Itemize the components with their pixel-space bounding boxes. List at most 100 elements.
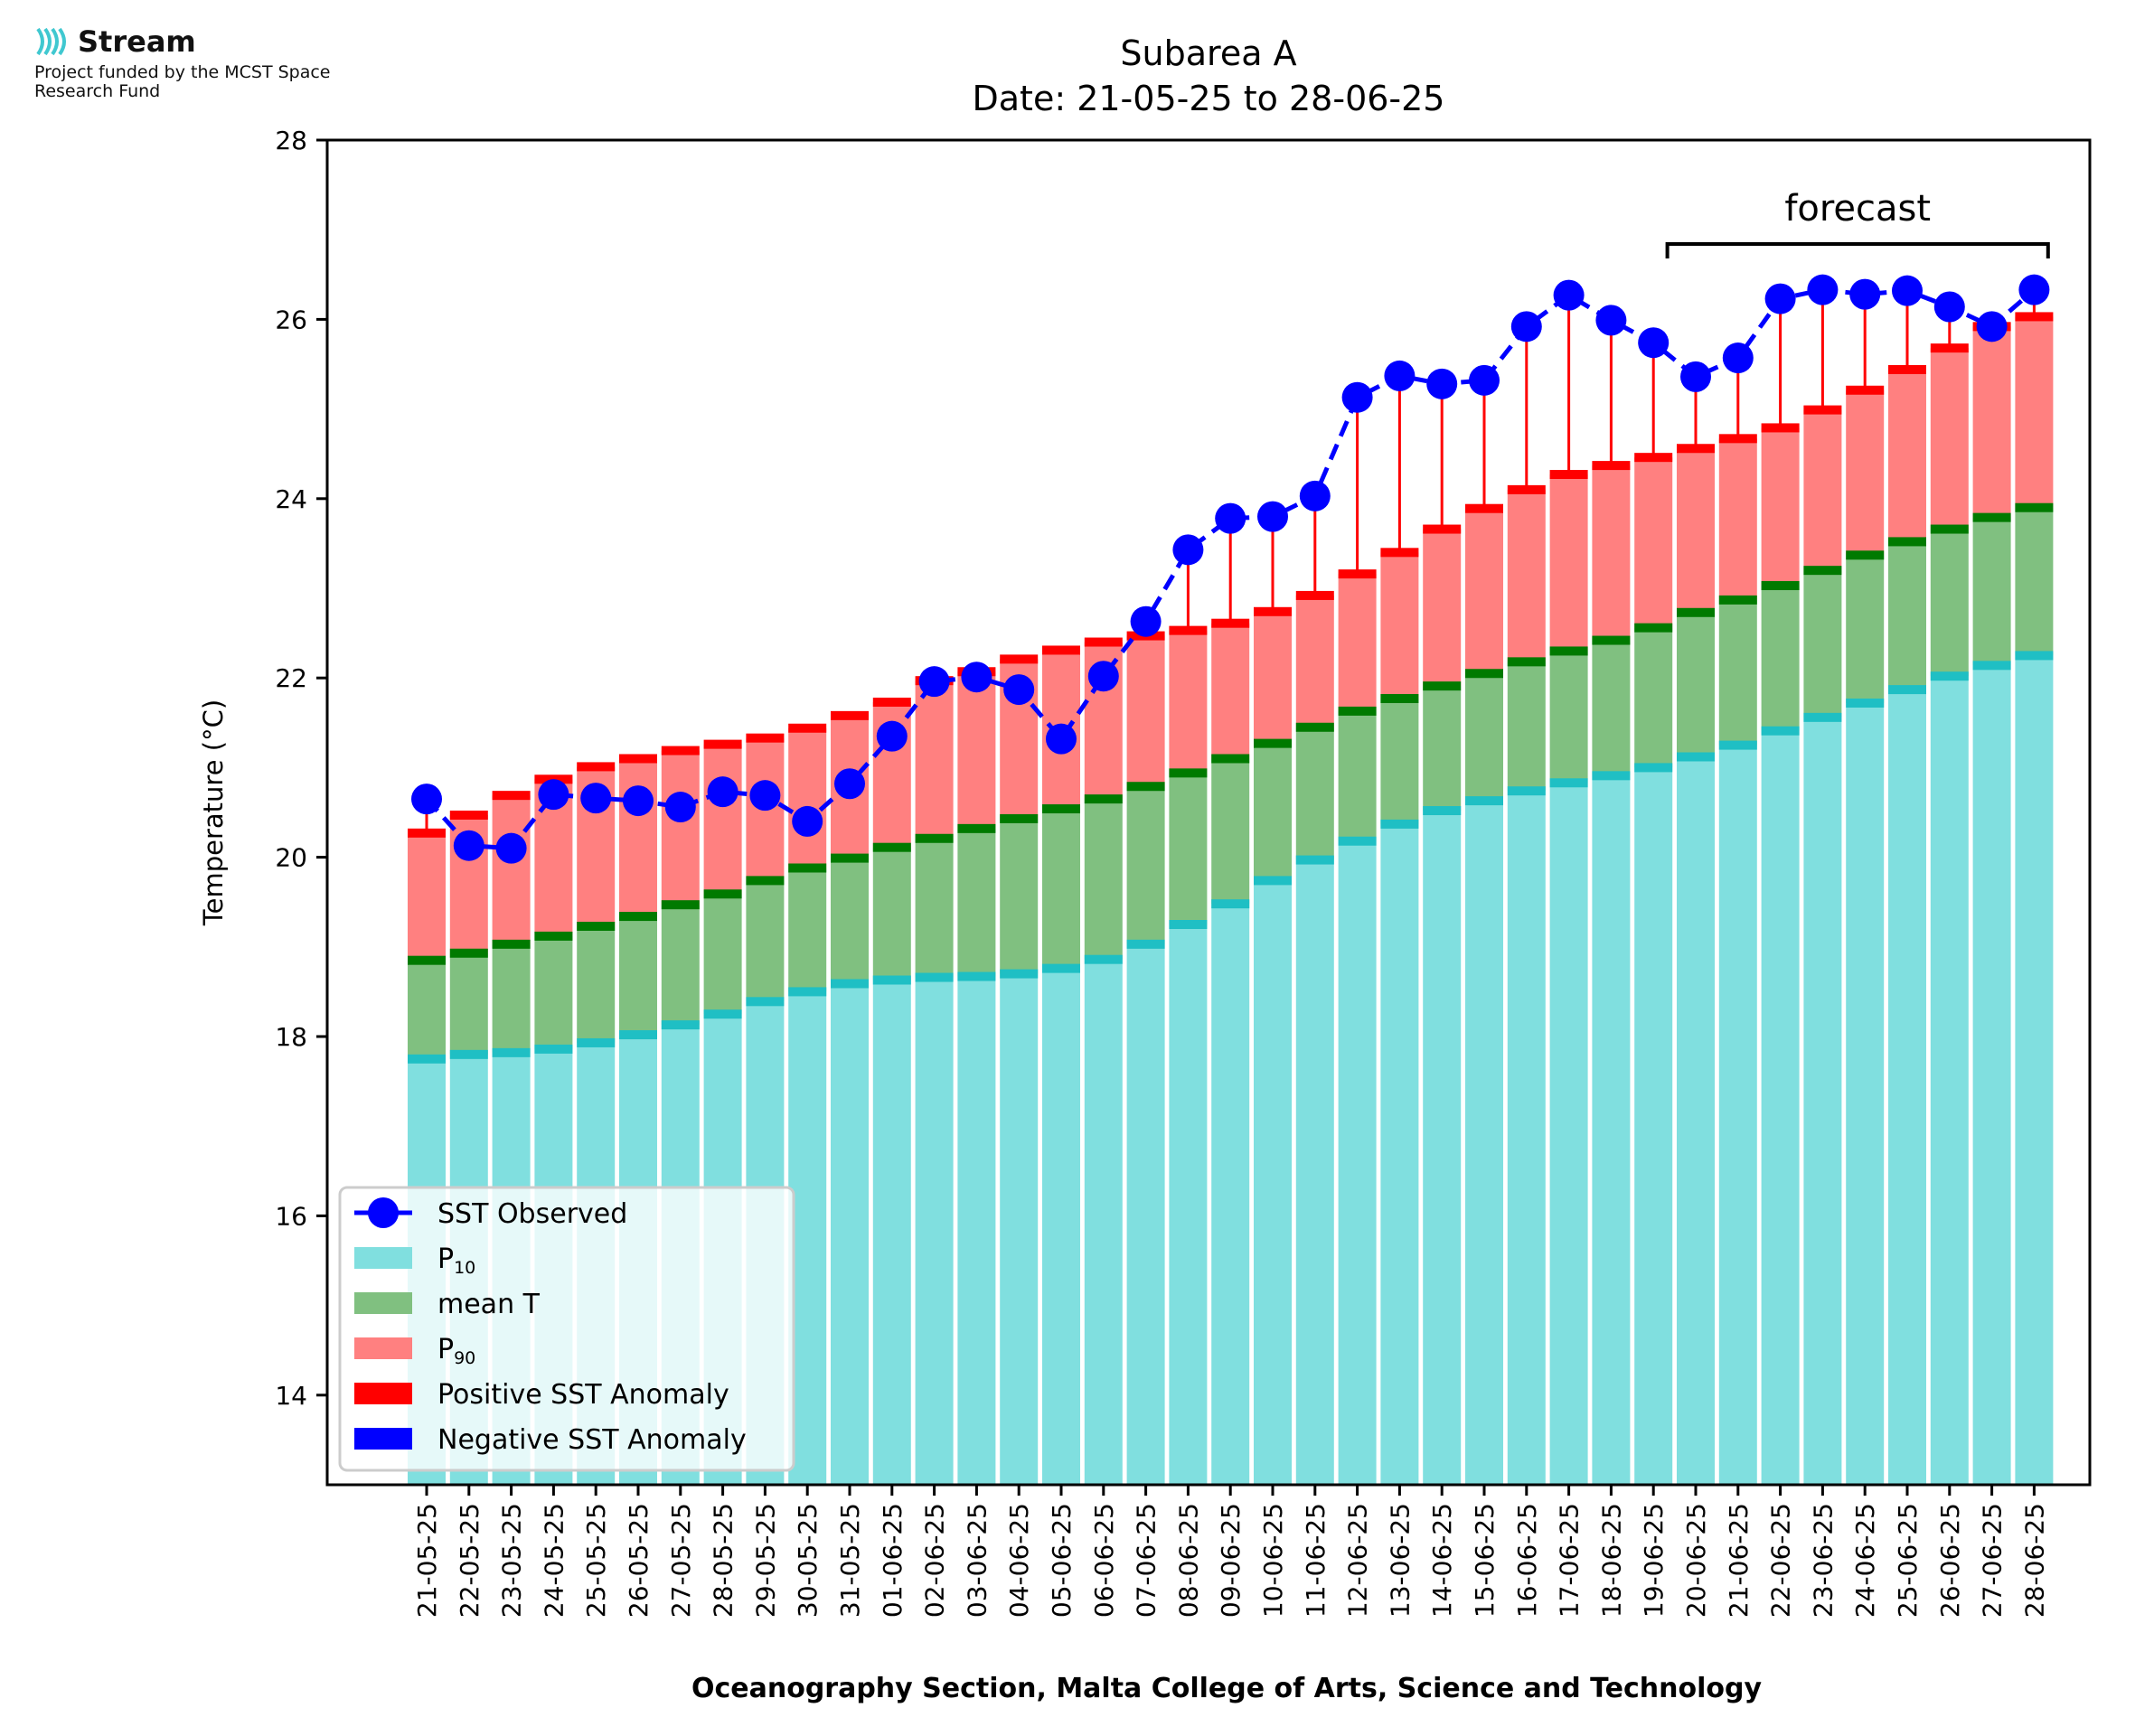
mean-bar	[957, 828, 996, 977]
p90-bar	[703, 744, 742, 895]
p90-cap	[788, 723, 827, 733]
mean-cap	[1930, 524, 1969, 534]
mean-bar	[534, 935, 573, 1049]
p10-cap	[831, 979, 869, 989]
p10-bar	[1972, 665, 2011, 1485]
sst-observed-point	[834, 768, 865, 800]
p90-bar	[2015, 316, 2054, 508]
p10-bar	[1084, 959, 1123, 1485]
sst-observed-point	[623, 785, 654, 817]
p10-bar	[1507, 791, 1546, 1485]
mean-cap	[1972, 512, 2011, 522]
p90-bar	[1423, 529, 1462, 687]
mean-bar	[1423, 686, 1462, 812]
p10-cap	[619, 1030, 657, 1040]
x-tick-label: 29-05-25	[750, 1503, 780, 1618]
p10-cap	[1507, 786, 1546, 796]
legend-swatch	[354, 1383, 412, 1404]
p90-cap	[746, 733, 785, 743]
sst-observed-point	[664, 792, 696, 823]
p10-bar	[1846, 702, 1885, 1485]
mean-cap	[1211, 754, 1250, 764]
sst-observed-point	[1976, 311, 2008, 343]
mean-cap	[1677, 607, 1715, 617]
mean-cap	[1295, 722, 1334, 732]
sst-observed-point	[1299, 480, 1331, 511]
mean-cap	[788, 863, 827, 873]
p90-cap	[703, 739, 742, 749]
forecast-label: forecast	[1784, 188, 1931, 230]
p10-cap	[449, 1049, 488, 1059]
p90-bar	[1507, 489, 1546, 662]
sst-observed-point	[1764, 283, 1796, 314]
sst-observed-point	[1130, 605, 1162, 637]
sst-observed-point	[1595, 305, 1627, 336]
mean-cap	[1761, 581, 1800, 591]
x-tick-label: 25-06-25	[1893, 1503, 1923, 1618]
p90-bar	[1761, 427, 1800, 586]
sst-observed-point	[792, 805, 823, 837]
legend-label-subscript: 90	[454, 1348, 475, 1368]
mean-bar	[1465, 673, 1503, 802]
p10-bar	[1000, 973, 1039, 1485]
x-tick-label: 21-06-25	[1724, 1503, 1754, 1618]
x-tick-label: 30-05-25	[793, 1503, 823, 1618]
p90-cap	[872, 697, 911, 707]
p90-cap	[1000, 654, 1039, 664]
mean-cap	[957, 823, 996, 833]
sst-observed-point	[1849, 278, 1881, 310]
mean-bar	[661, 905, 700, 1026]
p10-cap	[492, 1047, 531, 1057]
mean-bar	[1846, 555, 1885, 703]
x-tick-label: 28-05-25	[709, 1503, 738, 1618]
p10-bar	[1549, 783, 1588, 1485]
p90-bar	[788, 727, 827, 868]
mean-cap	[1423, 681, 1462, 691]
mean-bar	[915, 838, 954, 978]
p90-bar	[492, 795, 531, 944]
p10-bar	[1634, 767, 1673, 1485]
p10-cap	[872, 975, 911, 985]
x-tick-label: 27-05-25	[666, 1503, 696, 1618]
p10-bar	[1042, 968, 1080, 1485]
x-tick-label: 03-06-25	[962, 1503, 992, 1618]
p90-bar	[1677, 448, 1715, 613]
p10-cap	[1972, 661, 2011, 671]
mean-bar	[1972, 517, 2011, 666]
x-tick-label: 11-06-25	[1301, 1503, 1331, 1618]
p90-bar	[1338, 574, 1377, 711]
sst-observed-point	[1469, 364, 1500, 396]
legend-swatch	[354, 1247, 412, 1269]
y-axis: 14 16 18 20 22 24 26 28	[275, 126, 327, 1411]
p90-bar	[915, 680, 954, 839]
x-axis: 21-05-25 22-05-25 23-05-25 24-05-25 25-05-25…	[412, 1485, 2049, 1618]
mean-cap	[1126, 782, 1165, 792]
sst-observed-point	[1426, 368, 1458, 399]
p10-cap	[1126, 939, 1165, 949]
p10-cap	[1084, 954, 1123, 964]
y-tick-label: 18	[275, 1022, 307, 1052]
mean-cap	[1380, 694, 1419, 704]
mean-cap	[1507, 657, 1546, 667]
mean-cap	[577, 921, 616, 931]
mean-bar	[1634, 627, 1673, 768]
sst-observed-point	[1384, 360, 1416, 391]
p90-bar	[1930, 348, 1969, 530]
mean-cap	[1718, 595, 1757, 605]
mean-bar	[1507, 662, 1546, 792]
p10-bar	[1338, 840, 1377, 1485]
p10-cap	[1423, 806, 1462, 816]
x-tick-label: 28-06-25	[2019, 1503, 2049, 1618]
sst-observed-point	[1510, 311, 1542, 343]
p10-bar	[1169, 924, 1208, 1485]
p90-cap	[449, 810, 488, 820]
p90-bar	[1888, 369, 1926, 542]
mean-cap	[1888, 537, 1926, 547]
p10-cap	[1718, 740, 1757, 750]
p10-bar	[1930, 676, 1969, 1485]
mean-bar	[1930, 529, 1969, 677]
x-tick-label: 04-06-25	[1004, 1503, 1034, 1618]
stream-waves-icon	[36, 27, 66, 56]
sst-observed-point	[1680, 361, 1711, 392]
x-tick-label: 22-05-25	[455, 1503, 484, 1618]
